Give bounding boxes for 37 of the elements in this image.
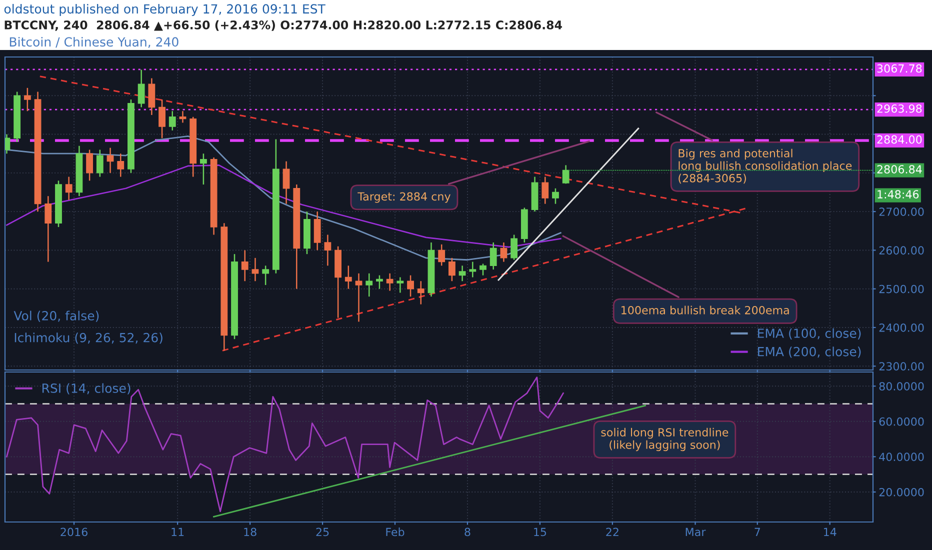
ref-line-label: 3067.78 — [877, 64, 922, 73]
x-tick-label: 7 — [754, 528, 760, 536]
x-tick-label: 15 — [534, 528, 546, 536]
y-tick-label: 2400.00 — [879, 323, 924, 332]
annotation: solid long RSI trendline (likely lagging soon) — [601, 428, 728, 452]
y-tick-label: 20.0000 — [879, 488, 924, 496]
chart-subtitle: BTCCNY, 240 2806.84 ▲+66.50 (+2.43%) O:2774.00 H:2820.00 L:2772.15 C:2806.84 — [4, 20, 562, 31]
annotation: Big res and potential long bullish consolidation place (2884-3065) — [678, 148, 852, 184]
text: 1:48:46 — [878, 190, 919, 199]
ref-line-label: 2963.98 — [877, 104, 922, 113]
annotation: Target: 2884 cny — [358, 192, 450, 203]
y-tick-label: 2300.00 — [879, 362, 924, 371]
annotation: 100ema bullish break 200ema — [622, 306, 789, 314]
y-tick-label: 2500.00 — [879, 284, 924, 294]
x-tick-label: 18 — [244, 528, 256, 536]
x-tick-label: 14 — [824, 528, 836, 536]
y-tick-label: 2700.00 — [879, 208, 924, 216]
x-tick-label: Feb — [386, 528, 404, 536]
legend-label: EMA (200, close) — [758, 346, 861, 358]
ref-line-label: 2884.00 — [877, 135, 922, 144]
x-tick-label: 25 — [316, 528, 329, 536]
y-tick-label: 60.0000 — [879, 417, 924, 426]
legend-label: RSI (14, close) — [42, 383, 130, 394]
text: oldstout published on February 17, 2016 09:11 EST — [4, 4, 326, 16]
chart-title: Bitcoin / Chinese Yuan, 240 — [10, 36, 178, 48]
annotation: Ichimoku (9, 26, 52, 26) — [14, 332, 162, 344]
x-tick-label: 8 — [464, 528, 470, 536]
x-tick-label: 2016 — [60, 528, 88, 536]
y-tick-label: 2600.00 — [879, 246, 924, 255]
x-tick-label: Mar — [686, 528, 706, 536]
annotation: 2806.84 — [877, 165, 922, 174]
y-tick-label: 40.0000 — [879, 452, 924, 462]
y-tick-label: 80.0000 — [879, 382, 924, 390]
x-tick-label: 22 — [606, 528, 618, 536]
legend-label: EMA (100, close) — [758, 328, 861, 340]
annotation: Vol (20, false) — [14, 310, 99, 322]
x-tick-label: 11 — [172, 528, 184, 536]
